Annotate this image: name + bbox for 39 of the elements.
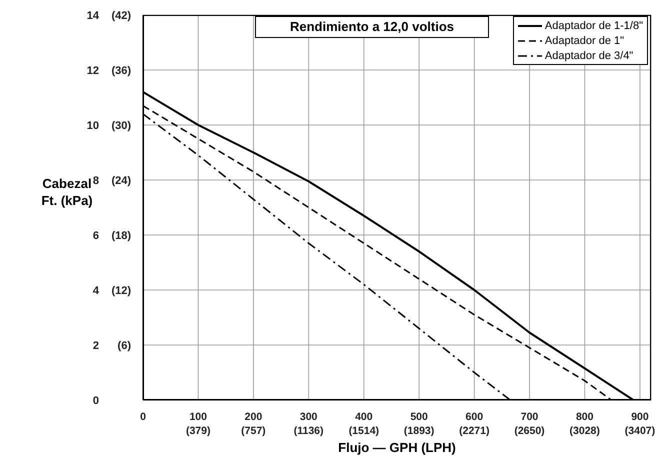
x2-tick-label: (1136) (294, 425, 324, 437)
y-tick-label: 4 (92, 285, 100, 297)
legend-label: Adaptador de 1" (544, 34, 624, 46)
y-tick-label: 2 (92, 340, 99, 352)
legend-label: Adaptador de 1-1/8" (544, 20, 643, 32)
x-axis-title: Flujo — GPH (LPH) (337, 440, 457, 455)
x-tick-label: 700 (520, 411, 538, 423)
x2-tick-label: (3407) (624, 425, 656, 437)
y-tick-label: 0 (92, 395, 99, 407)
y-tick-label: 8 (92, 175, 99, 187)
y2-tick-label: (6) (118, 340, 132, 352)
x-tick-label: 500 (410, 411, 428, 423)
x2-tick-label: (2271) (459, 425, 490, 437)
y2-tick-label: (42) (111, 10, 132, 22)
x-tick-label: 800 (576, 411, 594, 423)
y2-tick-label: (30) (111, 120, 132, 132)
y2-tick-label: (24) (111, 175, 132, 187)
y2-tick-label: (36) (111, 65, 132, 77)
x2-tick-label: (3028) (570, 425, 600, 437)
x2-tick-label: (1893) (404, 425, 434, 437)
y-tick-label: 12 (86, 65, 99, 77)
x-tick-label: 400 (355, 411, 373, 423)
x-tick-label: 600 (466, 411, 484, 423)
y2-tick-label: (12) (111, 285, 132, 297)
x-tick-label: 300 (300, 411, 318, 423)
x-tick-label: 200 (244, 411, 262, 423)
x-tick-label: 0 (140, 411, 146, 423)
x-tick-label: 100 (189, 411, 208, 423)
x2-tick-label: (2650) (514, 425, 545, 437)
y-axis-title: Cabezal Ft. (kPa) (41, 176, 93, 208)
y2-tick-label: (18) (111, 230, 132, 242)
legend-label: Adaptador de 3/4" (544, 50, 634, 62)
x2-tick-label: (1514) (348, 425, 380, 437)
x2-tick-label: (379) (186, 425, 210, 437)
x-tick-label: 900 (631, 411, 649, 423)
y-tick-label: 10 (86, 120, 99, 132)
y-tick-label: 6 (92, 230, 99, 242)
x2-tick-label: (757) (241, 425, 266, 437)
y-tick-label: 14 (86, 10, 100, 22)
